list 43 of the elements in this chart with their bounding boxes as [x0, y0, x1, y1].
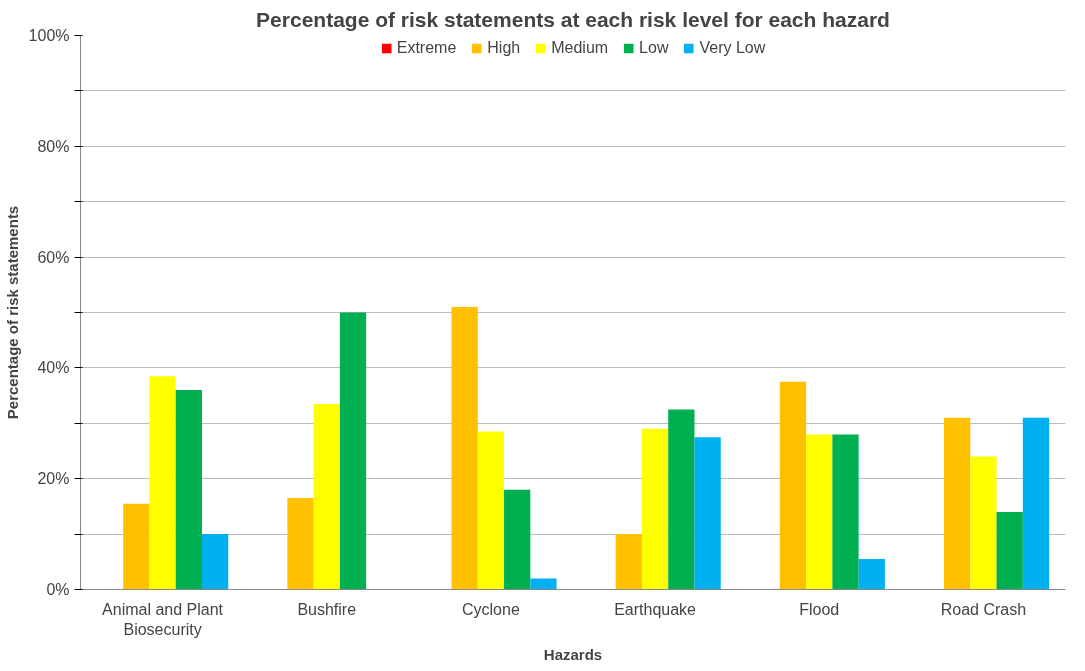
bar — [149, 376, 176, 590]
legend-label: Medium — [551, 39, 609, 57]
bar — [123, 503, 150, 590]
bar — [832, 434, 859, 590]
bar — [806, 434, 833, 590]
bar — [530, 578, 557, 590]
bar — [313, 403, 340, 590]
bar — [615, 534, 642, 590]
bar — [944, 417, 971, 590]
y-tick-label: 40% — [37, 359, 70, 377]
bar — [451, 306, 478, 590]
y-tick-label: 20% — [37, 470, 70, 488]
bar — [779, 381, 807, 590]
y-tick-label: 0% — [46, 581, 70, 598]
bar — [201, 534, 229, 590]
bar — [668, 409, 695, 590]
legend-label: High — [487, 39, 521, 57]
x-tick-label: Cyclone — [462, 600, 520, 618]
bar — [175, 390, 202, 590]
bar — [970, 456, 997, 590]
bar — [287, 498, 314, 590]
chart-title: Percentage of risk statements at each risk level for each hazard — [256, 7, 890, 31]
x-tick-label: Earthquake — [614, 600, 697, 618]
bar — [339, 312, 367, 590]
legend-label: Extreme — [396, 39, 457, 57]
legend-label: Very Low — [699, 39, 766, 57]
bar — [858, 559, 885, 590]
x-tick-label: Animal and Plant Biosecurity — [102, 600, 224, 638]
y-tick-label: 60% — [37, 248, 70, 266]
y-axis-title: Percentage of risk statements — [3, 205, 21, 420]
bar — [477, 431, 505, 590]
x-tick-label: Flood — [799, 600, 840, 618]
legend-label: Low — [639, 39, 669, 57]
bar — [694, 437, 721, 590]
x-axis-title: Hazards — [543, 645, 603, 663]
bar — [504, 489, 531, 590]
bar — [641, 428, 669, 590]
x-tick-label: Bushfire — [297, 600, 357, 618]
bar — [1022, 417, 1050, 590]
bar — [996, 511, 1023, 590]
y-tick-label: 100% — [28, 27, 70, 44]
y-tick-label: 80% — [37, 137, 70, 155]
x-tick-label: Road Crash — [940, 600, 1027, 618]
